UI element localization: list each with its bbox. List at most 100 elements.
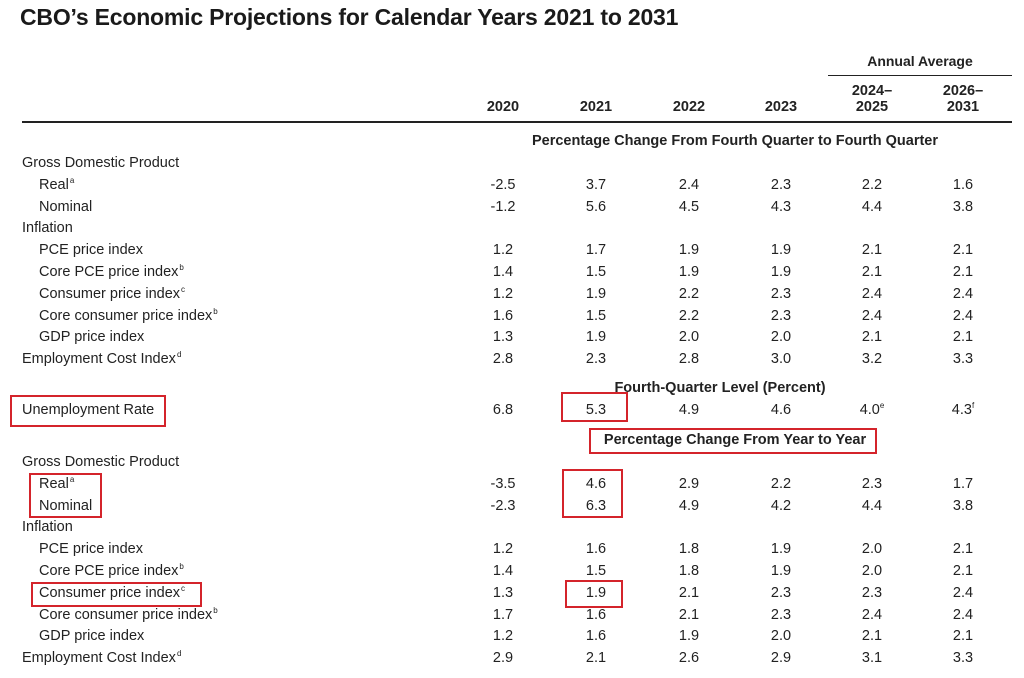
table-cell: 2.2 bbox=[770, 475, 792, 492]
table-cell: -1.2 bbox=[490, 198, 516, 215]
footnote-marker: d bbox=[176, 649, 182, 659]
table-cell: 2.4 bbox=[861, 606, 883, 623]
table-cell: 2.1 bbox=[952, 242, 974, 259]
row-label: Core PCE price indexb bbox=[39, 261, 184, 283]
row-label: Gross Domestic Product bbox=[22, 152, 179, 174]
row-label-text: Core PCE price index bbox=[39, 264, 179, 280]
row-label: Core consumer price indexb bbox=[39, 305, 218, 327]
table-cell: 1.8 bbox=[678, 563, 700, 579]
table-cell: 3.3 bbox=[952, 351, 974, 368]
table-cell: 2.8 bbox=[492, 351, 514, 368]
table-cell: 2.0 bbox=[678, 329, 700, 346]
table-cell: 1.3 bbox=[492, 329, 514, 346]
table-row: Core PCE price indexb 1.4 1.5 1.9 1.9 2.1 2.1 bbox=[0, 261, 1024, 283]
table-cell: 2.6 bbox=[678, 650, 700, 667]
row-label: Inflation bbox=[22, 516, 73, 538]
table-cell: 4.3 bbox=[770, 198, 792, 215]
table-cell: 2.4 bbox=[952, 606, 974, 623]
table-row: Employment Cost Indexd 2.8 2.3 2.8 3.0 3.2 3.3 bbox=[0, 348, 1024, 370]
table-row: Core consumer price indexb 1.7 1.6 2.1 2.3 2.… bbox=[0, 604, 1024, 626]
table-row: Consumer price indexc 1.2 1.9 2.2 2.3 2.4 2.4 bbox=[0, 283, 1024, 305]
table-cell: 4.9 bbox=[659, 399, 719, 421]
row-label-text: Core consumer price index bbox=[39, 307, 213, 324]
table-row: Inflation bbox=[0, 217, 1024, 239]
table-cell: 4.5 bbox=[678, 198, 700, 215]
table-cell: 1.7 bbox=[952, 475, 974, 492]
table-cell: 2.1 bbox=[952, 628, 974, 645]
table-row: Nominal -1.2 5.6 4.5 4.3 4.4 3.8 bbox=[0, 196, 1024, 218]
table-row: Reala -2.5 3.7 2.4 2.3 2.2 1.6 bbox=[0, 174, 1024, 196]
table-cell: 1.9 bbox=[770, 242, 792, 259]
column-header: 2024– 2025 bbox=[832, 83, 912, 115]
table-cell: 2.1 bbox=[952, 329, 974, 346]
table-row: Gross Domestic Product bbox=[0, 152, 1024, 174]
table-cell: 2.4 bbox=[952, 584, 974, 601]
table-cell: 2.1 bbox=[861, 264, 883, 280]
table-cell: 5.3 bbox=[566, 399, 626, 421]
table-cell: 1.6 bbox=[585, 541, 607, 558]
table-row: Inflation bbox=[0, 516, 1024, 538]
table-cell: 2.9 bbox=[492, 650, 514, 667]
table-row: GDP price index 1.2 1.6 1.9 2.0 2.1 2.1 bbox=[0, 625, 1024, 647]
annual-average-rule bbox=[828, 75, 1012, 76]
row-label-text: PCE price index bbox=[39, 541, 143, 558]
table-cell: -3.5 bbox=[490, 475, 516, 492]
row-label: Gross Domestic Product bbox=[22, 451, 179, 473]
table-cell: 3.7 bbox=[585, 176, 607, 193]
table-row: Reala -3.5 4.6 2.9 2.2 2.3 1.7 bbox=[0, 473, 1024, 495]
table-cell: 2.3 bbox=[770, 176, 792, 193]
row-label-text: Gross Domestic Product bbox=[22, 155, 180, 171]
table-cell: 1.7 bbox=[492, 606, 514, 623]
table-cell: 4.6 bbox=[751, 399, 811, 421]
table-cell: 2.0 bbox=[861, 563, 883, 579]
table-cell: 2.1 bbox=[952, 563, 974, 579]
annual-average-header: Annual Average bbox=[867, 53, 973, 69]
row-label-text: Core consumer price index bbox=[39, 606, 213, 623]
table-cell: 1.9 bbox=[678, 628, 700, 645]
table-cell: 5.6 bbox=[585, 198, 607, 215]
row-label-text: Gross Domestic Product bbox=[22, 454, 180, 470]
table-cell: 1.5 bbox=[585, 307, 607, 324]
row-label: Inflation bbox=[22, 217, 73, 239]
column-header-line: 2022 bbox=[672, 99, 706, 115]
table-cell: 2.3 bbox=[861, 475, 883, 492]
table-cell: 1.3 bbox=[492, 584, 514, 601]
table-cell: 4.3f bbox=[933, 399, 993, 421]
row-label: Core PCE price indexb bbox=[39, 560, 184, 582]
row-label: Consumer price indexc bbox=[39, 582, 185, 604]
column-header-line: 2020 bbox=[486, 99, 520, 115]
footnote-marker: e bbox=[879, 401, 885, 411]
table-cell: 2.1 bbox=[861, 628, 883, 645]
table-cell: 6.8 bbox=[473, 399, 533, 421]
section-yoy-heading: Percentage Change From Year to Year bbox=[603, 432, 867, 448]
column-header-line: 2024– bbox=[851, 83, 893, 99]
table-cell: 4.4 bbox=[861, 497, 883, 514]
column-header: 2020 bbox=[463, 99, 543, 115]
footnote-marker: b bbox=[179, 263, 184, 273]
row-label-text: Real bbox=[39, 176, 69, 193]
row-label: PCE price index bbox=[39, 538, 143, 560]
row-label: GDP price index bbox=[39, 326, 144, 348]
table-cell: 1.2 bbox=[492, 541, 514, 558]
row-label: Nominal bbox=[39, 196, 92, 218]
table-cell: -2.3 bbox=[490, 497, 516, 514]
table-cell: 2.3 bbox=[585, 351, 607, 368]
footnote-marker: c bbox=[181, 284, 186, 294]
table-cell: 2.2 bbox=[678, 307, 700, 324]
cell-value: 6.8 bbox=[492, 402, 514, 418]
cell-value: 4.3 bbox=[951, 402, 972, 418]
row-label: Reala bbox=[39, 473, 74, 495]
table-cell: 2.8 bbox=[678, 351, 700, 368]
footnote-marker: b bbox=[213, 605, 218, 615]
footnote-marker: b bbox=[179, 562, 184, 572]
column-header-line: 2026– bbox=[942, 83, 984, 99]
table-cell: 2.4 bbox=[678, 176, 700, 193]
table-cell: 1.8 bbox=[678, 541, 700, 558]
table-cell: 4.0e bbox=[842, 399, 902, 421]
table-cell: 3.8 bbox=[952, 497, 974, 514]
table-cell: 6.3 bbox=[585, 497, 607, 514]
table-row: Unemployment Rate 6.8 5.3 4.9 4.6 4.0e 4.3f bbox=[0, 399, 1024, 421]
table-cell: 2.4 bbox=[861, 285, 883, 302]
table-row: GDP price index 1.3 1.9 2.0 2.0 2.1 2.1 bbox=[0, 326, 1024, 348]
footnote-marker: b bbox=[213, 306, 218, 316]
